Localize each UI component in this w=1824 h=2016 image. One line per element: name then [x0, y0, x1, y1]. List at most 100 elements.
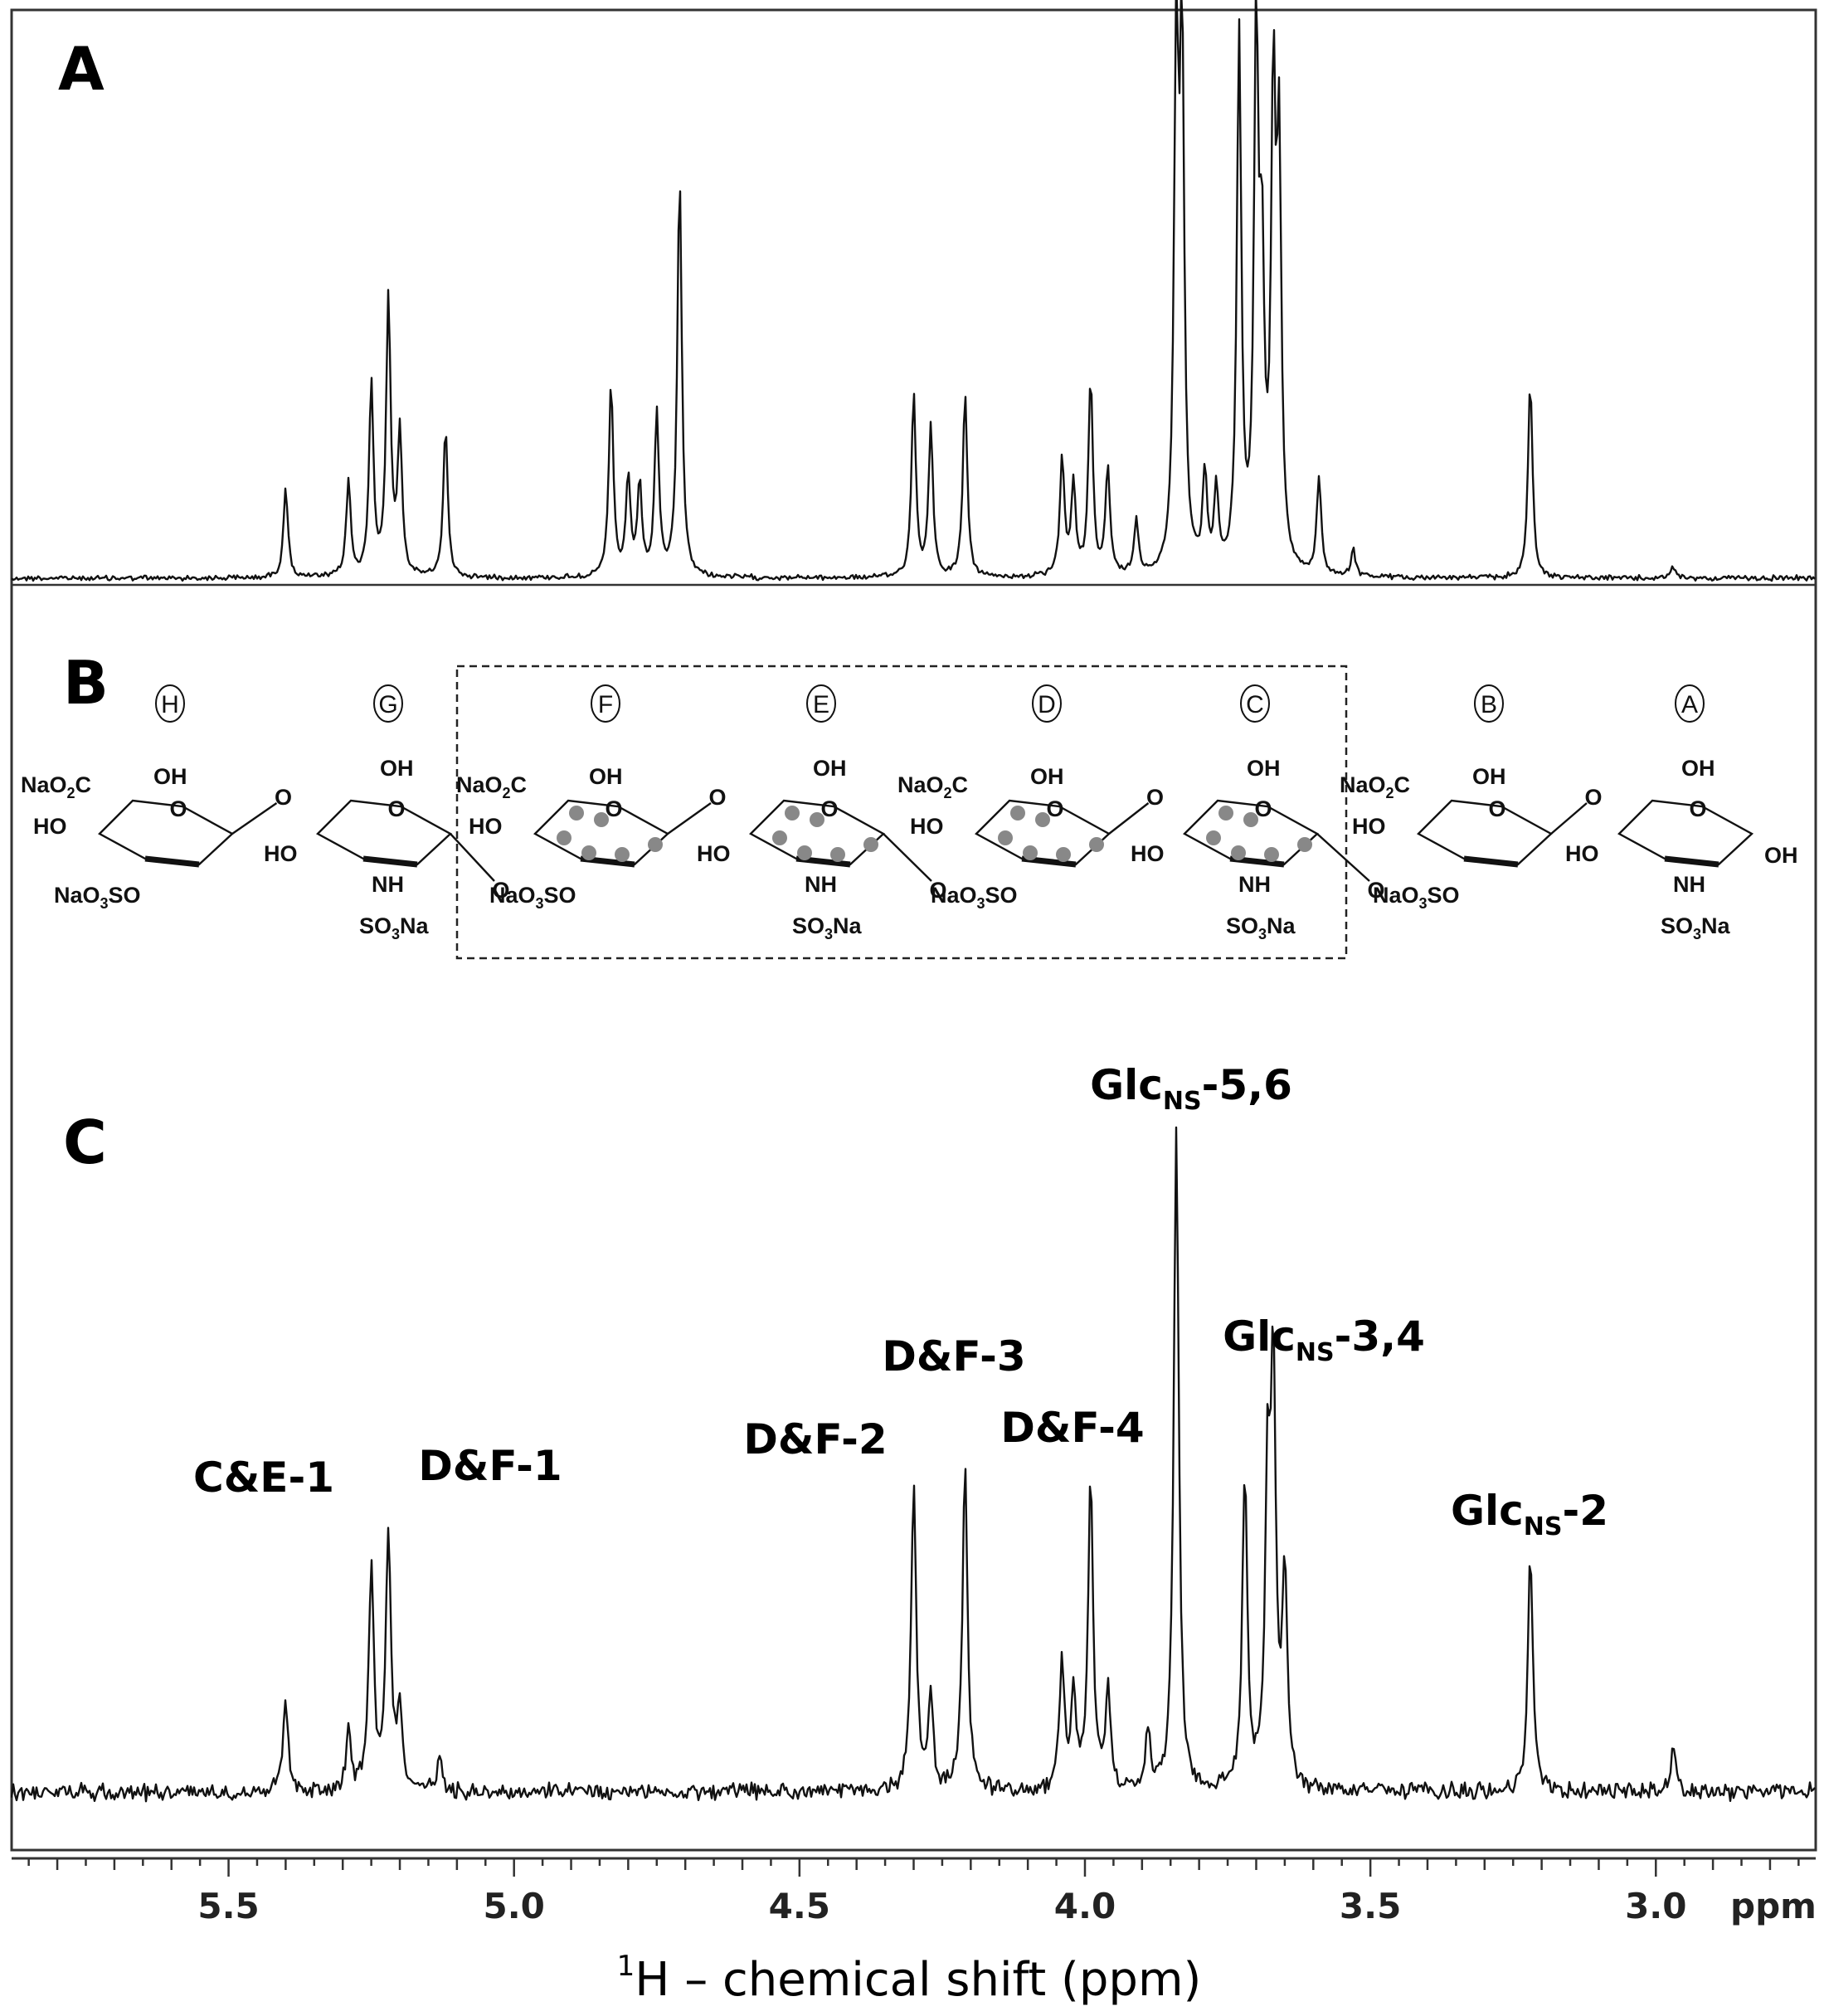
x-tick-label: 4.0 — [1054, 1886, 1116, 1926]
unit-id-circle — [1474, 684, 1504, 723]
peak-label-4: D&F-3 — [882, 1332, 1025, 1381]
carboxylate-label: NaO2C — [1340, 772, 1410, 801]
glycosidic-oxygen: O — [275, 785, 292, 810]
unit-id-label: D — [1038, 691, 1056, 718]
hydroxyl-label: OH — [589, 764, 623, 789]
labeled-position-dot — [1218, 806, 1233, 821]
peak-label-1: C&E-1 — [193, 1454, 334, 1502]
x-axis-ticks: 5.5 5.0 4.5 4.0 3.5 3.0 — [27, 1858, 1800, 1926]
sugar-ring — [975, 799, 1111, 866]
hydroxyl-label: OH — [1472, 764, 1506, 789]
labeled-position-dot — [1206, 830, 1221, 845]
hydroxyl-label-left: HO — [1565, 841, 1599, 866]
unit-id-circle — [1240, 684, 1270, 723]
sulfamate-label: SO3Na — [359, 913, 430, 942]
peak-label-main: D&F-4 — [1000, 1404, 1144, 1452]
ring-oxygen: O — [1254, 796, 1272, 821]
glycosidic-oxygen: O — [492, 878, 509, 903]
x-tick-label: 5.5 — [197, 1886, 259, 1926]
glycosidic-oxygen: O — [1584, 785, 1602, 810]
x-tick-label: 5.0 — [483, 1886, 544, 1926]
hydroxyl-label-left: HO — [1352, 814, 1386, 839]
sugar-ring — [98, 799, 235, 866]
peak-label-main: Glc — [1223, 1312, 1296, 1361]
sulfate-label: NaO3SO — [489, 883, 576, 912]
hydroxyl-label-left: HO — [697, 841, 731, 866]
sulfate-label: NaO3SO — [54, 883, 141, 912]
ring-bold-edge — [1664, 855, 1719, 868]
unit-id-label: B — [1481, 691, 1497, 718]
glycosidic-bond — [450, 833, 495, 882]
unit-id-circle — [591, 684, 620, 723]
amine-label: NH — [372, 872, 404, 897]
sulfate-label: NaO3SO — [931, 883, 1018, 912]
x-axis-title-sup: 1 — [617, 1950, 635, 1983]
peak-label-6: GlcNS-5,6 — [1090, 1061, 1292, 1116]
ring-oxygen: O — [1488, 796, 1505, 821]
labeled-position-dot — [1035, 812, 1050, 827]
figure-frame — [10, 8, 1817, 1852]
labeled-position-dot — [1089, 837, 1104, 852]
amine-label: NH — [805, 872, 837, 897]
peak-label-sub: NS — [1296, 1338, 1335, 1367]
x-axis-title: 1H – chemical shift (ppm) — [617, 1950, 1202, 2007]
amine-label: NH — [1238, 872, 1271, 897]
hydroxyl-label-left: HO — [910, 814, 944, 839]
peak-label-3: D&F-2 — [743, 1415, 887, 1463]
labeled-position-dot — [797, 845, 812, 860]
unit-id-label: E — [813, 691, 829, 718]
ring-oxygen: O — [169, 796, 187, 821]
unit-id-label: F — [598, 691, 613, 718]
hydroxyl-label-left: HO — [264, 841, 298, 866]
hydroxyl-label: OH — [153, 764, 187, 789]
labeled-position-dot — [772, 830, 787, 845]
unit-id-circle — [806, 684, 836, 723]
spectrum-c-line — [10, 1126, 1816, 1803]
glycosidic-oxygen: O — [1146, 785, 1164, 810]
anomeric-hydroxyl: OH — [1764, 843, 1798, 868]
labeled-position-dot — [1243, 812, 1258, 827]
peak-label-main: D&F-3 — [882, 1332, 1025, 1381]
amine-label: NH — [1673, 872, 1705, 897]
peak-label-main: C&E-1 — [193, 1454, 334, 1502]
unit-id-circle — [1032, 684, 1062, 723]
glycosidic-bond — [883, 833, 932, 882]
labeled-position-dot — [1231, 845, 1246, 860]
hydroxyl-label-left: HO — [33, 814, 67, 839]
peak-label-2: D&F-1 — [418, 1442, 562, 1490]
unit-id-circle — [373, 684, 403, 723]
glycosidic-bond — [1550, 802, 1588, 835]
x-tick-label: 3.0 — [1625, 1886, 1686, 1926]
carboxylate-label: NaO2C — [897, 772, 968, 801]
ring-bold-edge — [1463, 855, 1519, 868]
carboxylate-label: NaO2C — [456, 772, 527, 801]
ring-bold-edge — [144, 855, 200, 868]
labeled-position-dot — [1264, 847, 1279, 862]
ring-bold-edge — [362, 855, 418, 868]
unit-id-label: A — [1681, 691, 1698, 718]
peak-label-tail: -3,4 — [1335, 1312, 1425, 1361]
hydroxyl-label: OH — [813, 756, 847, 781]
glycosidic-oxygen: O — [708, 785, 726, 810]
labeled-position-dot — [569, 806, 584, 821]
glycosidic-oxygen: O — [929, 878, 946, 903]
hydroxyl-label: OH — [1681, 756, 1715, 781]
ring-oxygen: O — [605, 796, 622, 821]
sulfate-label: NaO3SO — [1373, 883, 1460, 912]
peak-label-sub: NS — [1163, 1087, 1202, 1116]
labeled-position-dot — [1297, 837, 1312, 852]
peak-label-main: Glc — [1451, 1487, 1524, 1535]
peak-label-7: GlcNS-3,4 — [1223, 1312, 1425, 1367]
glycosidic-bond — [1316, 833, 1370, 882]
unit-id-circle — [1675, 684, 1705, 723]
unit-id-label: C — [1246, 691, 1264, 718]
labeled-position-dot — [557, 830, 572, 845]
highlight-box — [455, 665, 1348, 960]
sugar-ring — [1183, 799, 1320, 866]
labeled-position-dot — [648, 837, 663, 852]
sugar-ring — [316, 799, 453, 866]
labeled-position-dot — [830, 847, 845, 862]
labeled-position-dot — [810, 812, 824, 827]
